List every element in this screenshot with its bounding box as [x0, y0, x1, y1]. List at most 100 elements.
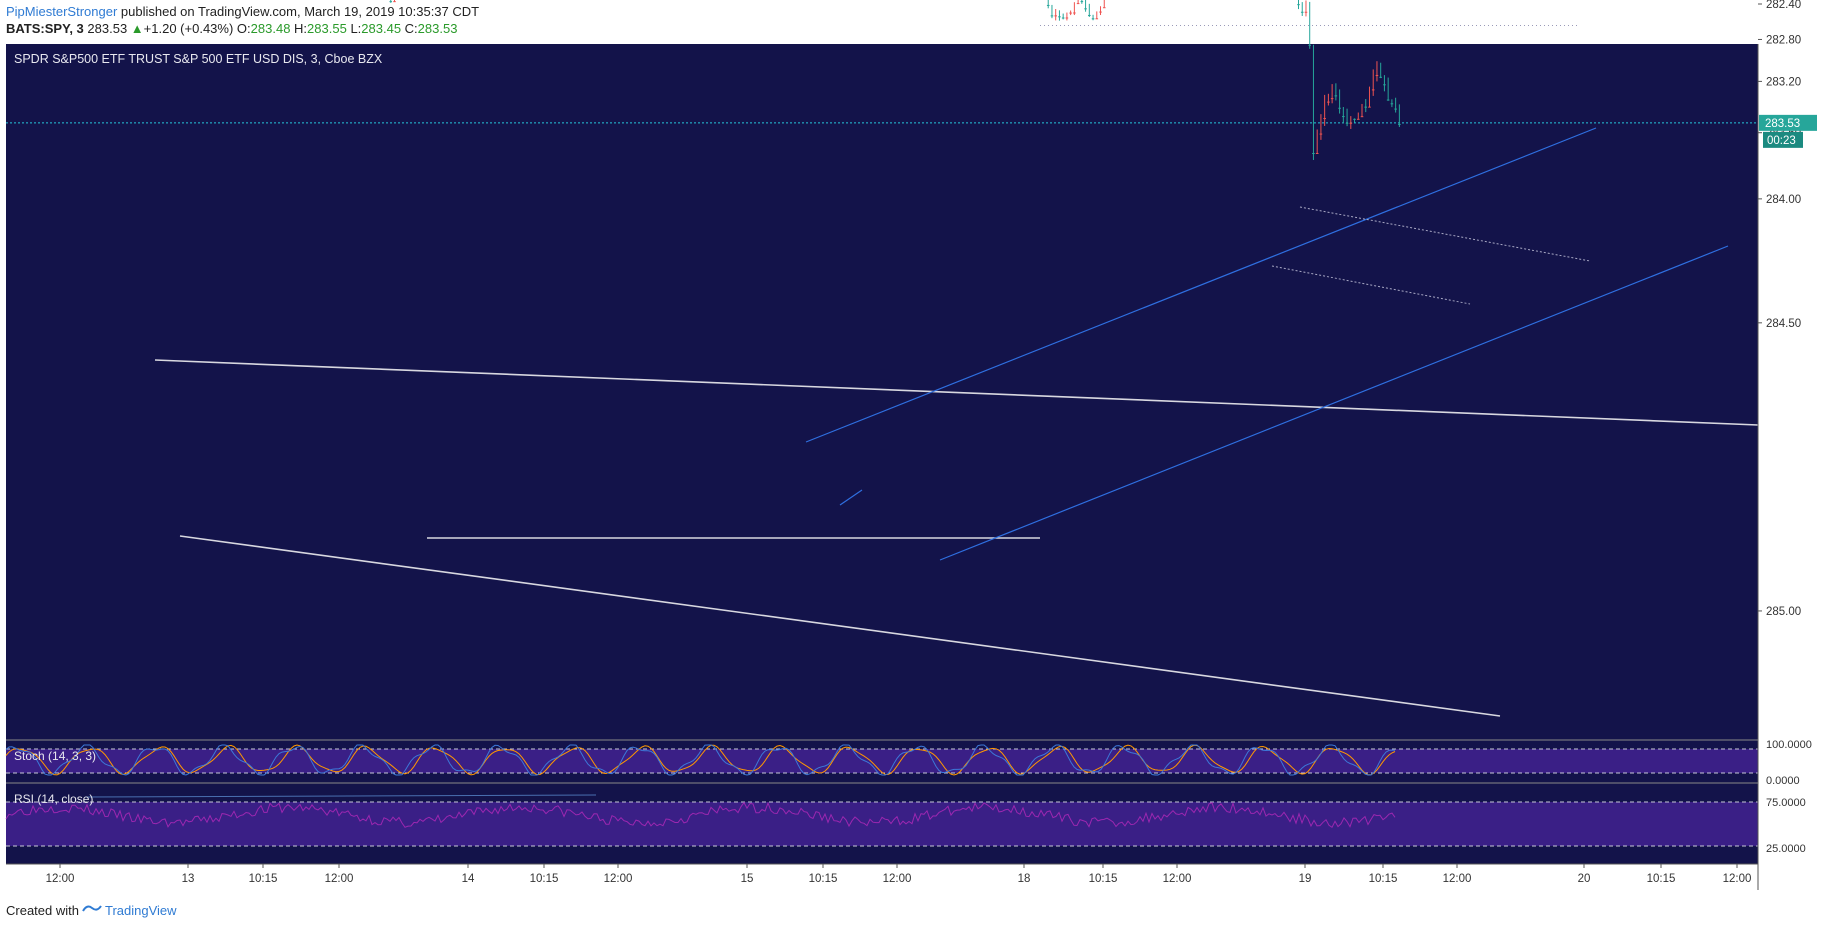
current-price-label: 283.53	[1765, 118, 1800, 130]
candle-body	[1379, 76, 1382, 78]
time-tick-label: 10:15	[1647, 873, 1676, 885]
candle-body	[1073, 12, 1076, 14]
channel-line[interactable]	[839, 489, 863, 506]
time-tick-label: 18	[1018, 873, 1031, 885]
time-tick-label: 12:00	[1163, 873, 1192, 885]
candle-body	[1356, 118, 1360, 120]
time-tick-label: 15	[741, 873, 754, 885]
indicator-axis-label: 100.0000	[1766, 739, 1812, 751]
candle-body	[1088, 14, 1091, 16]
countdown-tag	[1763, 131, 1803, 148]
wedge-line[interactable]	[1299, 206, 1591, 262]
tradingview-logo-icon	[82, 902, 102, 918]
publish-info: PipMiesterStronger published on TradingV…	[6, 4, 479, 20]
created-with-text: Created with	[6, 902, 79, 918]
high-value: 283.55	[307, 21, 347, 36]
candle-body	[1345, 122, 1349, 124]
time-tick-label: 10:15	[809, 873, 838, 885]
channel-line[interactable]	[939, 245, 1729, 561]
price-tick-label: 284.00	[1766, 194, 1801, 206]
low-label: L:	[350, 21, 362, 36]
price-tick-label: 282.80	[1766, 34, 1801, 46]
candle-body	[1334, 95, 1338, 97]
candle-body	[1394, 108, 1397, 110]
time-tick-label: 12:00	[1443, 873, 1472, 885]
candle-body	[1054, 15, 1057, 17]
price-tick-label: 284.50	[1766, 318, 1801, 330]
rsi-label: RSI (14, close)	[14, 792, 93, 806]
channel-line[interactable]	[805, 127, 1597, 443]
candle-body	[1065, 17, 1069, 19]
close-label: C:	[404, 21, 418, 36]
candle-body	[1360, 116, 1364, 118]
candle-body	[1084, 8, 1087, 10]
rsi-line	[5, 801, 1396, 829]
candle-body	[389, 1, 393, 3]
candle-body	[1308, 44, 1312, 46]
price-tick-label: 283.20	[1766, 76, 1801, 88]
ohlc-row: BATS:SPY, 3 283.53 ▲+1.20 (+0.43%) O:283…	[6, 21, 457, 37]
open-value: 283.48	[250, 21, 291, 36]
candle-body	[1383, 84, 1386, 86]
time-tick-label: 14	[462, 873, 475, 885]
published-text: published on TradingView.com, March 19, …	[117, 4, 480, 19]
countdown-label: 00:23	[1767, 135, 1796, 147]
candle-body	[393, 1, 396, 3]
time-tick-label: 19	[1299, 873, 1312, 885]
time-tick-label: 12:00	[604, 873, 633, 885]
price-tick-label: 282.40	[1766, 0, 1801, 11]
rsi-band	[6, 802, 1758, 846]
candle-body	[1338, 107, 1341, 109]
time-tick-label: 12:00	[883, 873, 912, 885]
chart-title: SPDR S&P500 ETF TRUST S&P 500 ETF USD DI…	[14, 52, 383, 66]
candle-body	[1069, 12, 1072, 14]
stoch-k-line	[5, 744, 1396, 776]
time-tick-label: 12:00	[1723, 873, 1752, 885]
candle-body	[1368, 106, 1371, 108]
footer: Created with TradingView	[6, 902, 177, 918]
candle-body	[1300, 11, 1304, 13]
wedge-line[interactable]	[1271, 265, 1471, 305]
change-value: +1.20 (+0.43%)	[143, 21, 234, 36]
stoch-band	[6, 749, 1758, 773]
indicator-axis-label: 25.0000	[1766, 843, 1806, 855]
candle-body	[1390, 103, 1394, 105]
candle-body	[1058, 16, 1061, 18]
candle-body	[1076, 3, 1080, 5]
candle-body	[1364, 106, 1368, 108]
candle-body	[1297, 4, 1300, 6]
close-value: 283.53	[417, 21, 458, 36]
time-tick-label: 10:15	[1089, 873, 1118, 885]
candle-body	[1319, 133, 1323, 135]
up-arrow-icon: ▲	[130, 21, 144, 36]
trendline[interactable]	[154, 359, 1759, 426]
candle-body	[1323, 118, 1326, 120]
tradingview-link[interactable]: TradingView	[104, 902, 177, 918]
candle-body	[1304, 11, 1308, 13]
price-tick-label: 285.00	[1766, 606, 1801, 618]
indicator-axis-label: 75.0000	[1766, 797, 1806, 809]
time-tick-label: 20	[1578, 873, 1591, 885]
low-value: 283.45	[361, 21, 402, 36]
time-tick-label: 10:15	[1369, 873, 1398, 885]
candle-body	[1375, 74, 1379, 76]
current-price-tag	[1759, 114, 1817, 131]
candle-body	[1386, 99, 1390, 101]
indicator-axis-label: 0.0000	[1766, 775, 1800, 787]
candle-body	[1061, 17, 1065, 19]
trendline[interactable]	[179, 535, 1501, 717]
rsi-trendline	[84, 794, 597, 798]
time-tick-label: 12:00	[325, 873, 354, 885]
candle-body	[1342, 116, 1345, 118]
candle-body	[1330, 98, 1334, 100]
candle-body	[1046, 4, 1050, 6]
candle-body	[1353, 118, 1356, 120]
time-tick-label: 13	[182, 873, 195, 885]
open-label: O:	[236, 21, 251, 36]
candle-body	[1050, 15, 1054, 17]
author-link[interactable]: PipMiesterStronger	[6, 4, 118, 19]
stoch-label: Stoch (14, 3, 3)	[14, 749, 96, 763]
symbol-label: BATS:SPY, 3	[6, 21, 84, 36]
price-axis-background	[1758, 44, 1828, 890]
